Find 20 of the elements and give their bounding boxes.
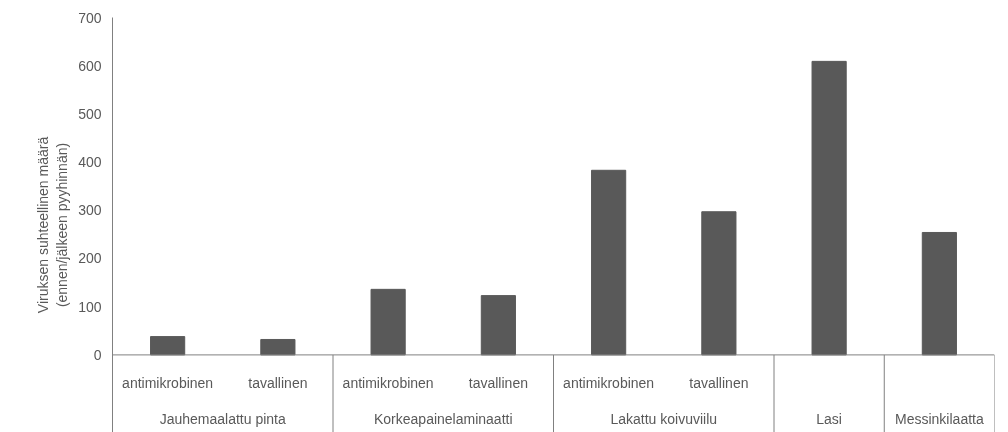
y-tick-label: 300 — [78, 202, 102, 219]
x-tick-label: antimikrobinen — [563, 374, 655, 391]
y-tick-label: 200 — [78, 250, 102, 267]
text: Korkeapainelaminaatti — [373, 411, 513, 427]
y-tick-label: 500 — [78, 105, 102, 122]
y-tick-label: 400 — [78, 154, 102, 171]
y-axis-title: Viruksen suhteellinen määrä (ennen/jälkeen pyyhinnän) — [34, 136, 71, 314]
text: Jauhemaalattu pinta — [159, 411, 287, 427]
y-tick-label: 600 — [78, 57, 102, 74]
x-tick-label: tavallinen — [689, 374, 749, 391]
x-tick-label: tavallinen — [248, 374, 308, 391]
x-tick-label: tavallinen — [468, 374, 528, 391]
text: Messinkilaatta — [895, 411, 984, 427]
y-tick-label: 100 — [78, 298, 102, 315]
text: Lasi — [816, 411, 842, 427]
x-tick-label: antimikrobinen — [342, 374, 434, 391]
y-tick-label: 0 — [93, 346, 102, 363]
text: Lakattu koivuviilu — [610, 411, 718, 427]
x-tick-label: antimikrobinen — [122, 374, 214, 391]
y-tick-label: 700 — [78, 9, 102, 26]
